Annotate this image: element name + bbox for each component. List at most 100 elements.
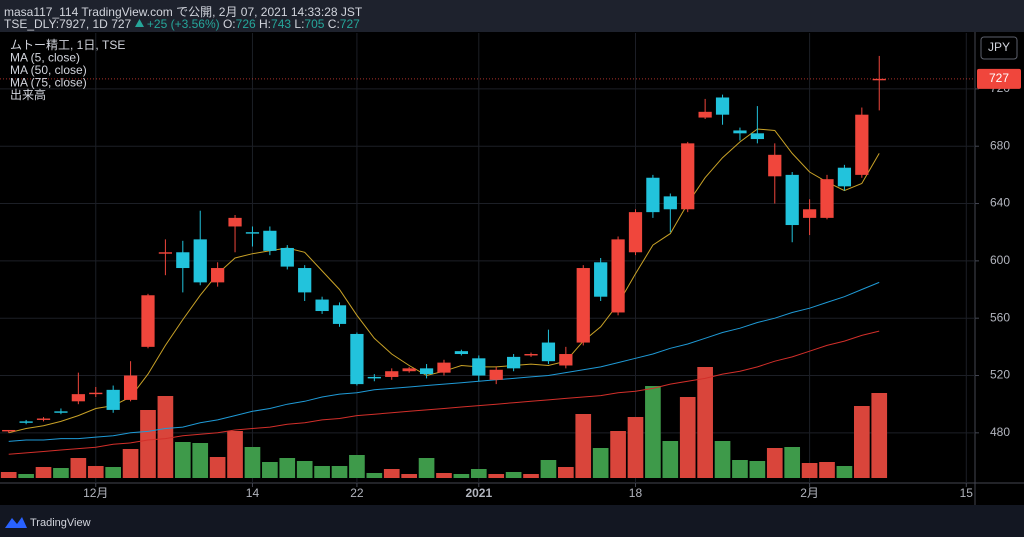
o-label: O: [222, 17, 236, 31]
candle-body [280, 247, 294, 267]
volume-bar [679, 397, 696, 478]
volume-bar [749, 461, 766, 478]
volume-bar [540, 460, 557, 478]
legend-entry: MA (75, close) [10, 76, 87, 90]
volume-bar [157, 396, 174, 478]
candle-body [820, 179, 834, 218]
volume-bar [853, 406, 870, 478]
y-tick-label: 640 [990, 196, 1010, 210]
volume-bar [122, 449, 139, 478]
l-value: 705 [304, 17, 325, 31]
candle-body [211, 268, 225, 283]
candle-body [454, 351, 468, 355]
volume-bar [140, 410, 156, 478]
symbol: TSE_DLY:7927, 1D [4, 17, 108, 31]
candle-body [2, 429, 16, 432]
candle-body [367, 376, 381, 379]
volume-bar [836, 466, 853, 478]
volume-bar [453, 474, 470, 478]
candle-body [350, 333, 364, 385]
candle-body [559, 354, 573, 366]
symbol-line: TSE_DLY:7927, 1D 727 +25 (+3.56%) O:726 … [4, 17, 360, 31]
y-tick-label: 480 [990, 425, 1010, 439]
volume-bar [819, 462, 835, 478]
legend-entry: MA (50, close) [10, 63, 87, 77]
x-tick-label: 14 [246, 486, 260, 500]
legend-entry: 出来高 [10, 87, 46, 102]
volume-bar [366, 473, 383, 478]
x-tick-label: 12月 [83, 486, 108, 500]
candle-body [89, 392, 103, 395]
volume-bar [87, 466, 104, 478]
l-label: L: [294, 17, 305, 31]
candle-body [872, 78, 886, 81]
volume-bar [35, 467, 52, 478]
up-arrow [134, 19, 144, 27]
x-tick-label: 2021 [465, 486, 492, 500]
x-tick-label: 2月 [800, 486, 819, 500]
last-price-box [977, 68, 1021, 89]
candle-body [245, 232, 260, 234]
currency: JPY [988, 40, 1010, 54]
y-tick-label: 680 [990, 138, 1010, 152]
candle-body [193, 239, 207, 283]
header: masa117_114 TradingView.com で公開, 2月 07, … [0, 0, 1024, 32]
candle-body [663, 196, 677, 210]
publisher: masa117_114 TradingView.com で公開, 2月 07, … [4, 5, 363, 19]
candle-body [802, 209, 817, 218]
candle-body [228, 217, 242, 227]
volume-bar [279, 458, 296, 478]
volume-bar [331, 466, 348, 478]
candle-body [176, 252, 190, 269]
volume-bar [192, 443, 209, 478]
volume-bar [714, 441, 731, 478]
legend-entry: ムトー精工, 1日, TSE [10, 38, 125, 52]
volume-bar [383, 469, 400, 478]
candle-body [36, 418, 51, 420]
volume-bar [209, 457, 226, 478]
candle-body [141, 295, 155, 347]
ma-line [8, 330, 880, 455]
candle-body [785, 174, 799, 226]
logo [5, 517, 27, 528]
volume-bar [610, 431, 626, 478]
x-tick-label: 22 [350, 486, 364, 500]
volume-bar [784, 447, 801, 478]
candle-body [715, 97, 730, 115]
volume-bar [70, 458, 87, 478]
volume-bar [523, 474, 539, 478]
volume-bar [227, 431, 243, 478]
volume-bar [575, 414, 592, 478]
logo-text: TradingView [30, 517, 91, 529]
y-tick-label: 560 [990, 310, 1010, 324]
volume-bar [53, 468, 69, 478]
volume-bar [470, 469, 487, 478]
candle-body [158, 252, 173, 254]
change: +25 (+3.56%) [146, 17, 220, 31]
volume-bar [505, 472, 522, 478]
candle-body [855, 114, 869, 175]
candle-body [594, 262, 608, 297]
volume-bar [592, 448, 609, 478]
candle-body [332, 305, 347, 324]
candle-body [419, 368, 434, 375]
candle-body [681, 143, 695, 210]
volume-bar [645, 386, 661, 478]
volume-bar [262, 462, 278, 478]
candle-body [768, 154, 782, 177]
volume-bar [488, 474, 505, 478]
volume-bar [244, 447, 261, 478]
candle-body [54, 411, 68, 413]
volume-bar [627, 417, 644, 478]
x-tick-label: 18 [629, 486, 643, 500]
c-value: 727 [339, 17, 360, 31]
y-tick-label: 520 [990, 368, 1010, 382]
volume-bar [105, 467, 122, 478]
volume-bar [801, 463, 818, 478]
candle-body [402, 368, 416, 372]
volume-bar [401, 474, 417, 478]
volume-bar [174, 442, 191, 478]
candle-body [576, 268, 590, 343]
footer-background [0, 505, 1024, 537]
